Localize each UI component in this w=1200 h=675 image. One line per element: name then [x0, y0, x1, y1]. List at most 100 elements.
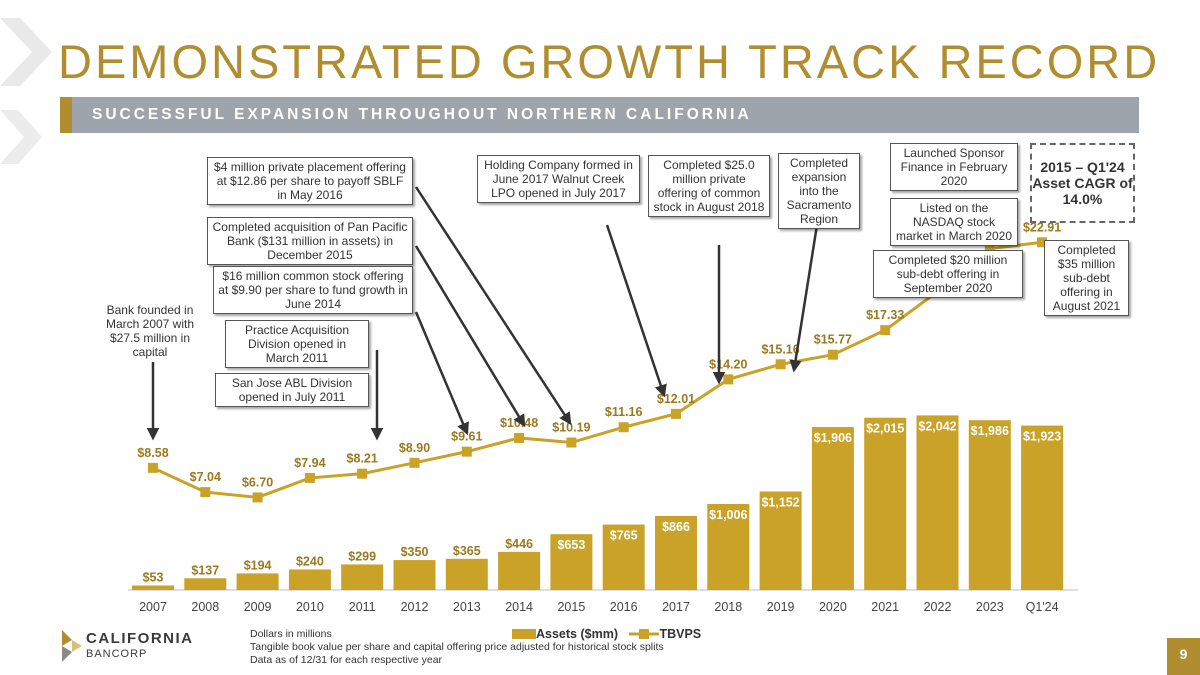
asset-bar-label: $653 [557, 538, 585, 552]
asset-bar [707, 503, 750, 590]
asset-bar-label: $53 [143, 570, 164, 584]
california-bancorp-logo-icon [62, 630, 82, 662]
annotation-arrow [414, 311, 469, 436]
asset-bar [916, 415, 959, 590]
annotation-bank-founded: Bank founded in March 2007 with $27.5 mi… [105, 303, 195, 359]
x-tick-label: 2017 [662, 600, 690, 614]
tbvps-point [304, 472, 315, 483]
asset-bar-label: $1,906 [814, 431, 852, 445]
asset-bar [968, 420, 1011, 590]
legend-item-assets: Assets ($mm) [512, 627, 618, 641]
tbvps-point-label: $10.19 [552, 421, 590, 435]
chart-legend: Assets ($mm) TBVPS [512, 627, 709, 643]
tbvps-point [723, 374, 734, 385]
tbvps-point [775, 359, 786, 370]
annotation-private-placement: $4 million private placement offering at… [207, 157, 413, 205]
tbvps-point-label: $8.58 [137, 446, 168, 460]
annotation-arrow [605, 224, 667, 398]
tbvps-point [461, 446, 472, 457]
x-tick-label: 2019 [767, 600, 795, 614]
x-tick-label: 2021 [871, 600, 899, 614]
tbvps-point [357, 468, 368, 479]
annotation-holding-company: Holding Company formed in June 2017 Waln… [477, 155, 640, 203]
x-tick-label: 2007 [139, 600, 167, 614]
x-tick-label: 2015 [557, 600, 585, 614]
tbvps-point [618, 422, 629, 433]
subtitle-band-accent [60, 97, 72, 133]
tbvps-point-label: $6.70 [242, 475, 273, 489]
page-title: DEMONSTRATED GROWTH TRACK RECORD [58, 35, 1161, 88]
annotation-sacramento-expansion: Completed expansion into the Sacramento … [778, 153, 860, 229]
chevron-decoration [0, 18, 52, 164]
asset-bar [811, 427, 854, 590]
page-number-badge [1167, 638, 1200, 675]
legend-swatch-line [629, 629, 660, 639]
tbvps-point-label: $15.77 [814, 333, 852, 347]
asset-bar-label: $2,042 [918, 419, 956, 433]
annotation-pan-pacific-acquisition: Completed acquisition of Pan Pacific Ban… [207, 217, 413, 265]
legend-swatch-bar [512, 629, 536, 639]
tbvps-point [200, 487, 211, 498]
asset-bar [655, 515, 697, 590]
annotation-common-stock-2014: $16 million common stock offering at $9.… [213, 266, 413, 314]
x-tick-label: 2012 [401, 600, 429, 614]
footnote-date: Data as of 12/31 for each respective yea… [250, 654, 443, 666]
tbvps-point [409, 457, 420, 468]
asset-bar [864, 417, 907, 590]
annotation-sub-debt-2020: Completed $20 million sub-debt offering … [873, 250, 1023, 298]
x-tick-label: 2013 [453, 600, 481, 614]
page-number: 9 [1179, 646, 1188, 662]
annotation-nasdaq-listing: Listed on the NASDAQ stock market in Mar… [890, 198, 1018, 246]
tbvps-point-label: $8.21 [347, 452, 378, 466]
subtitle-band [60, 97, 1139, 133]
asset-bar [184, 578, 227, 590]
x-tick-label: 2018 [714, 600, 742, 614]
asset-bar [759, 491, 802, 590]
asset-bar-label: $194 [244, 558, 272, 572]
x-tick-label: 2014 [505, 600, 533, 614]
x-tick-label: 2020 [819, 600, 847, 614]
tbvps-point-label: $11.16 [605, 405, 643, 419]
footnote-units: Dollars in millions [250, 628, 332, 640]
logo-subtitle: BANCORP [86, 648, 148, 660]
tbvps-point-label: $14.20 [709, 357, 747, 371]
asset-bar [341, 564, 384, 590]
tbvps-point [566, 437, 577, 448]
asset-bar [602, 524, 645, 590]
annotation-sub-debt-2021: Completed $35 million sub-debt offering … [1044, 240, 1129, 316]
x-tick-label: 2016 [610, 600, 638, 614]
asset-bar [288, 569, 331, 590]
annotation-sponsor-finance: Launched Sponsor Finance in February 202… [890, 143, 1018, 191]
asset-bar [236, 573, 279, 590]
asset-bar-label: $866 [662, 520, 690, 534]
cagr-callout: 2015 – Q1'24 Asset CAGR of 14.0% [1030, 143, 1135, 223]
annotation-practice-acquisition: Practice Acquisition Division opened in … [225, 320, 369, 368]
legend-label-assets: Assets ($mm) [536, 627, 618, 641]
asset-bar-label: $1,923 [1023, 430, 1061, 444]
x-tick-label: 2010 [296, 600, 324, 614]
annotation-san-jose-abl: San Jose ABL Division opened in July 201… [215, 373, 369, 407]
asset-bar-label: $1,006 [709, 508, 747, 522]
footnote-adjustment: Tangible book value per share and capita… [250, 641, 664, 653]
asset-bar-label: $350 [401, 545, 429, 559]
asset-bar-label: $365 [453, 544, 481, 558]
annotation-arrow [414, 245, 526, 428]
x-tick-label: 2022 [924, 600, 952, 614]
tbvps-point [514, 432, 525, 443]
tbvps-point-label: $22.91 [1023, 220, 1061, 234]
asset-bar-label: $1,152 [761, 496, 799, 510]
asset-bar [498, 551, 541, 590]
x-tick-label: 2023 [976, 600, 1004, 614]
x-tick-label: Q1'24 [1026, 600, 1059, 614]
tbvps-point-label: $15.16 [761, 342, 799, 356]
tbvps-point [880, 325, 891, 336]
tbvps-point-label: $8.90 [399, 441, 430, 455]
annotation-arrow [414, 186, 572, 426]
tbvps-point-label: $7.94 [294, 456, 325, 470]
annotation-private-offering-2018: Completed $25.0 million private offering… [648, 155, 770, 217]
tbvps-point [1037, 237, 1048, 248]
logo-name: CALIFORNIA [86, 630, 194, 647]
asset-bar-label: $2,015 [866, 422, 904, 436]
asset-bar-label: $765 [610, 529, 638, 543]
